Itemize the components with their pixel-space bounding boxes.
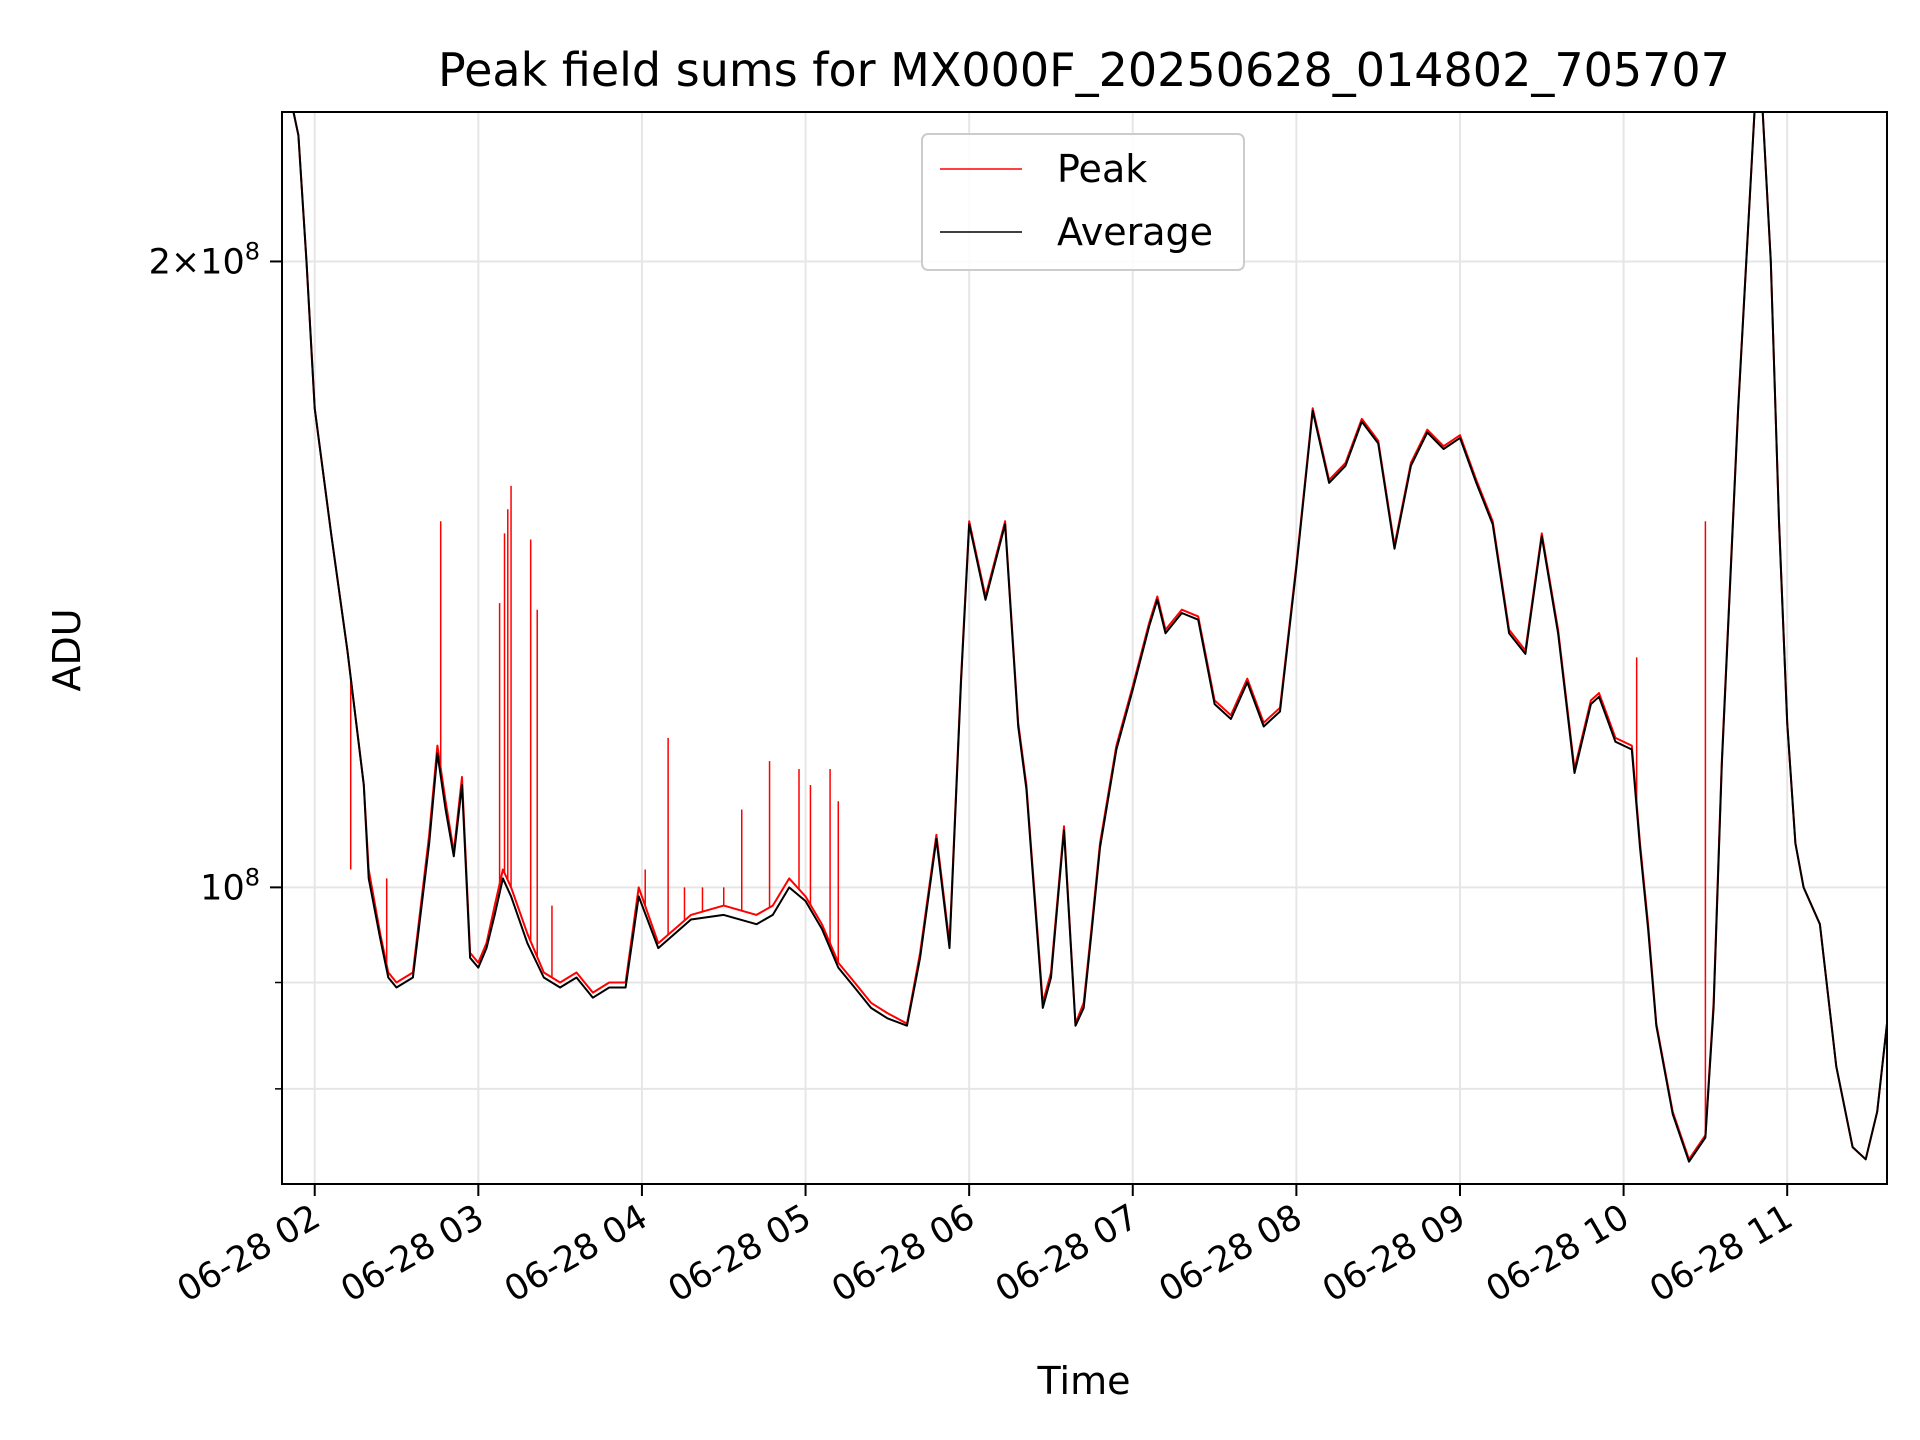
plot-frame xyxy=(281,111,1888,1185)
series-line-average xyxy=(282,112,1887,1163)
grid xyxy=(282,112,1887,1184)
series-layer xyxy=(282,112,1887,1163)
legend-label-average: Average xyxy=(1057,210,1213,254)
chart-title: Peak field sums for MX000F_20250628_0148… xyxy=(438,43,1730,97)
legend: Peak Average xyxy=(921,133,1245,271)
legend-box xyxy=(921,133,1245,271)
legend-label-peak: Peak xyxy=(1057,147,1147,191)
x-axis-title: Time xyxy=(1037,1359,1131,1403)
y-tick-label: 108 xyxy=(200,863,260,908)
y-axis-title: ADU xyxy=(45,608,89,691)
y-tick-label: 2×108 xyxy=(149,237,260,282)
